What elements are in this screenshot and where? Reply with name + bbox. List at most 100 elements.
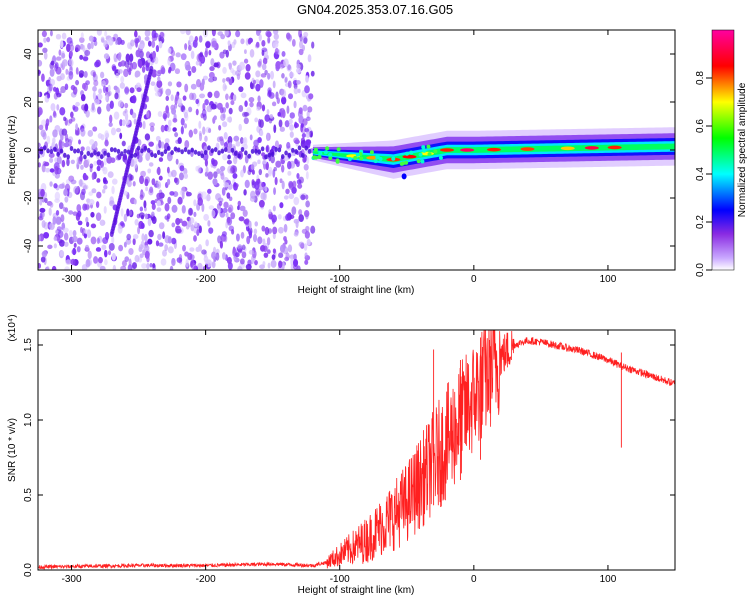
noise-blob — [240, 231, 245, 239]
noise-blob — [285, 188, 290, 195]
noise-blob — [267, 87, 272, 94]
band-dot — [254, 148, 258, 154]
noise-blob — [273, 187, 276, 196]
noise-blob — [108, 122, 113, 128]
band-dot — [304, 145, 309, 151]
band-dot — [39, 149, 44, 155]
noise-blob — [124, 102, 129, 109]
noise-blob — [124, 112, 129, 121]
colorbar-tick-label: 0.0 — [695, 263, 706, 277]
band-dot — [267, 152, 272, 158]
band-dot — [130, 153, 134, 159]
noise-blob — [152, 50, 156, 59]
band-dot — [257, 149, 262, 155]
noise-blob — [287, 170, 292, 176]
noise-blob — [73, 185, 79, 194]
noise-blob — [59, 73, 65, 81]
noise-blob — [72, 247, 77, 256]
noise-blob — [109, 100, 114, 110]
noise-blob — [167, 196, 172, 205]
noise-blob — [202, 126, 206, 135]
noise-blob — [296, 79, 301, 85]
noise-blob — [278, 119, 283, 128]
noise-blob — [200, 191, 207, 200]
noise-blob — [148, 229, 154, 238]
noise-blob — [115, 72, 120, 78]
noise-blob — [96, 165, 101, 172]
noise-blob — [101, 38, 105, 43]
noise-blob — [171, 222, 176, 228]
noise-blob — [222, 207, 228, 213]
noise-blob — [167, 236, 172, 244]
band-dot — [116, 148, 121, 154]
noise-blob — [44, 167, 51, 173]
noise-blob — [112, 264, 117, 270]
noise-blob — [170, 94, 174, 102]
noise-blob — [144, 36, 150, 42]
noise-blob — [283, 236, 287, 242]
noise-blob — [226, 159, 232, 165]
noise-blob — [310, 70, 315, 77]
noise-blob — [278, 226, 284, 234]
noise-blob — [115, 39, 118, 45]
band-peak — [560, 146, 575, 151]
noise-blob — [156, 192, 162, 200]
band-peak — [440, 148, 455, 152]
noise-blob — [60, 214, 65, 223]
band-speck — [325, 146, 330, 151]
colorbar-label: Normalized spectral amplitude — [737, 82, 748, 217]
band-dot — [93, 150, 97, 156]
noise-blob — [138, 60, 143, 69]
noise-blob — [78, 156, 83, 165]
noise-blob — [142, 249, 146, 256]
noise-blob — [48, 83, 53, 92]
noise-blob — [40, 188, 45, 197]
noise-blob — [306, 110, 310, 119]
noise-blob — [257, 95, 261, 103]
noise-blob — [51, 141, 55, 149]
spectrogram-xtick-label: -300 — [62, 274, 82, 285]
band-dot — [120, 151, 124, 157]
noise-blob — [157, 110, 163, 118]
noise-blob — [256, 106, 261, 112]
noise-blob — [168, 68, 172, 74]
noise-blob — [290, 257, 294, 267]
noise-blob — [298, 176, 304, 184]
noise-blob — [90, 40, 94, 50]
noise-blob — [243, 117, 249, 125]
noise-blob — [85, 109, 90, 118]
band-speck — [373, 159, 378, 164]
noise-blob — [244, 72, 251, 80]
snr-xtick-label: 0 — [471, 574, 477, 585]
noise-blob — [103, 40, 108, 48]
snr-panel: -300 -200 -100 0 100 0.0 0.5 1.0 1.5 Height of … — [7, 314, 676, 596]
noise-blob — [143, 200, 147, 209]
noise-blob — [262, 245, 268, 253]
snr-y-ticks: 0.0 0.5 1.0 1.5 — [23, 338, 675, 577]
noise-blob — [274, 47, 279, 55]
noise-blob — [68, 175, 75, 182]
noise-blob — [199, 93, 206, 99]
noise-blob — [199, 51, 204, 58]
noise-blob — [231, 70, 237, 76]
noise-blob — [66, 37, 73, 44]
noise-blob — [175, 158, 179, 165]
noise-blob — [92, 126, 98, 132]
noise-blob — [108, 242, 115, 251]
noise-blob — [303, 209, 310, 218]
noise-blob — [141, 263, 147, 269]
noise-blob — [207, 91, 213, 98]
noise-blob — [80, 164, 84, 170]
band-dot — [123, 148, 127, 154]
noise-blob — [38, 124, 44, 131]
noise-blob — [99, 71, 105, 79]
noise-blob — [241, 251, 247, 259]
band-dot — [76, 148, 81, 154]
band-dot — [287, 152, 292, 158]
noise-blob — [53, 243, 57, 249]
noise-blob — [75, 67, 79, 75]
noise-blob — [177, 196, 183, 205]
noise-blob — [194, 35, 199, 43]
noise-blob — [50, 103, 56, 112]
noise-blob — [279, 107, 285, 115]
